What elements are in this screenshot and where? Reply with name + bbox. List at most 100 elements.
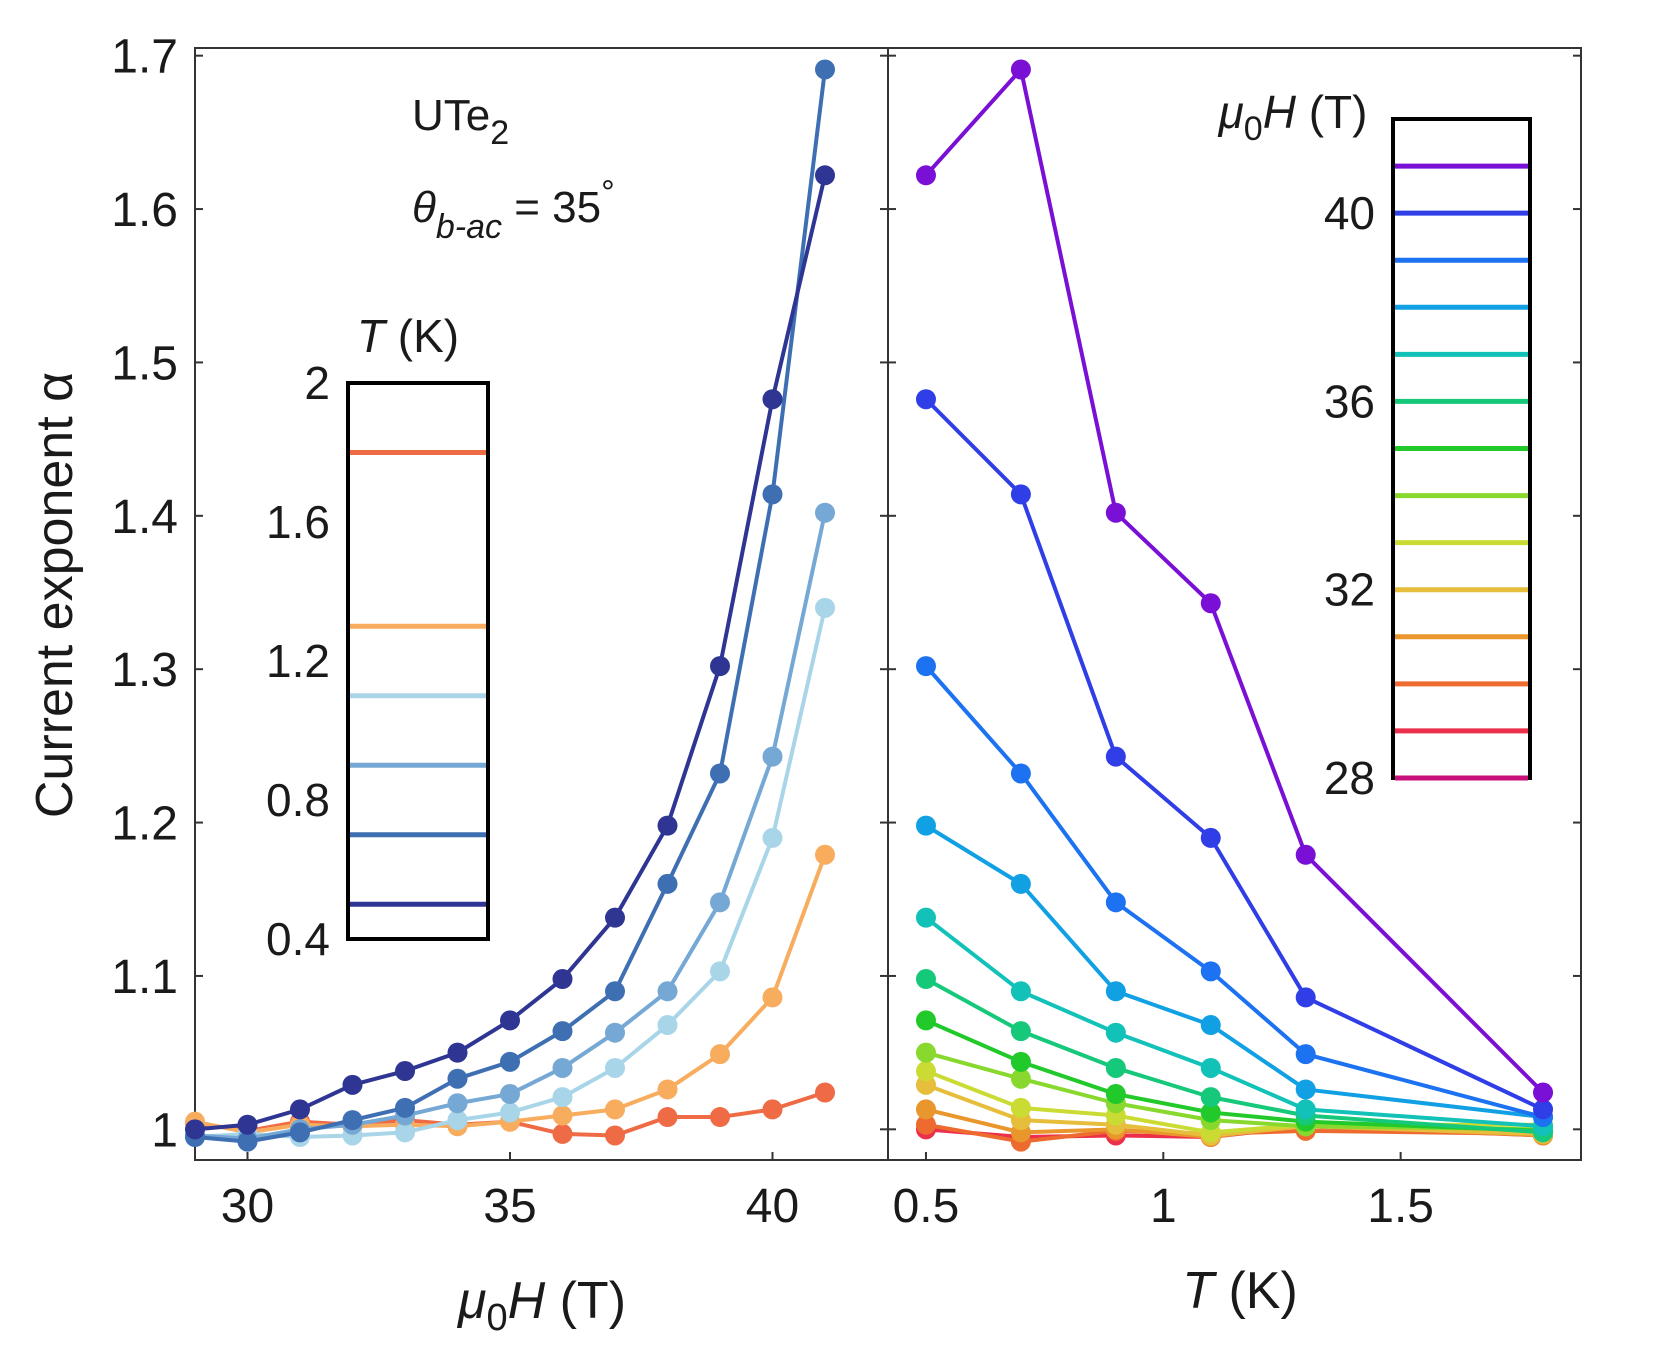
right-panel-frame — [887, 47, 1582, 1161]
x-tick-label: 1 — [1150, 1180, 1177, 1233]
left-x-axis-ticks: 30 35 40 — [221, 1152, 799, 1233]
data-point — [762, 987, 783, 1008]
left-colorbar: 0.4 0.8 1.2 1.6 2 — [266, 357, 490, 965]
data-point — [915, 1042, 936, 1063]
data-point — [1010, 59, 1031, 80]
data-point — [290, 1099, 310, 1120]
right-colorbar-title: μ0H (T) — [1218, 86, 1368, 148]
data-point — [500, 1102, 520, 1123]
data-point — [1010, 1051, 1031, 1072]
data-point — [815, 597, 835, 618]
colorbar-frame — [346, 381, 490, 941]
data-point — [395, 1097, 415, 1118]
left-plot-series — [185, 59, 835, 1152]
data-point — [815, 502, 835, 523]
x-tick-label: 40 — [746, 1180, 799, 1233]
series-line — [925, 977, 1544, 1135]
data-point — [290, 1122, 310, 1143]
data-point — [1295, 987, 1316, 1008]
data-point — [762, 1099, 783, 1120]
data-point — [1200, 593, 1221, 614]
series-line — [925, 1050, 1544, 1132]
data-point — [447, 1068, 468, 1089]
data-point — [762, 827, 783, 848]
data-point — [1010, 981, 1031, 1002]
data-point — [552, 1105, 573, 1126]
data-point — [915, 656, 936, 677]
x-tick-label: 1.5 — [1367, 1180, 1434, 1233]
colorbar-tick-label: 1.6 — [266, 496, 330, 548]
data-point — [1105, 892, 1126, 913]
data-point — [500, 1084, 520, 1105]
series-line — [924, 823, 1544, 1120]
data-point — [657, 815, 678, 836]
data-point — [1295, 844, 1316, 865]
data-point — [915, 165, 936, 186]
y-tick-label: 1.4 — [111, 491, 178, 544]
data-point — [1010, 484, 1031, 505]
data-point — [605, 1057, 625, 1078]
data-point — [815, 844, 835, 865]
data-point — [605, 1125, 625, 1146]
colorbar-tick-label: 32 — [1324, 564, 1375, 616]
right-x-axis-title: T (K) — [1182, 1262, 1298, 1320]
data-point — [447, 1093, 468, 1114]
data-point — [657, 873, 678, 894]
data-point — [1200, 1057, 1221, 1078]
data-point — [447, 1110, 468, 1131]
data-point — [1010, 873, 1031, 894]
data-point — [915, 907, 936, 928]
colorbar-tick-label: 1.2 — [266, 635, 330, 687]
data-point — [605, 907, 625, 928]
data-point — [1200, 827, 1221, 848]
data-point — [1200, 1015, 1221, 1036]
material-label: UTe2 — [412, 91, 509, 152]
data-point — [1105, 981, 1126, 1002]
data-point — [710, 892, 730, 913]
colorbar-tick-label: 0.4 — [266, 913, 330, 965]
y-tick-label: 1.7 — [111, 31, 178, 84]
y-tick-label: 1.2 — [111, 798, 178, 851]
series-line — [924, 664, 1544, 1119]
angle-label: θb-ac = 35° — [412, 174, 615, 246]
data-point — [605, 1099, 625, 1120]
colorbar-tick-label: 28 — [1324, 752, 1375, 804]
series — [915, 389, 1554, 1120]
right-plot-series — [915, 59, 1554, 1152]
data-point — [657, 1079, 678, 1100]
data-point — [1010, 1097, 1031, 1118]
data-point — [915, 1074, 936, 1095]
data-point — [552, 1087, 573, 1108]
data-point — [237, 1114, 258, 1135]
data-point — [1105, 1084, 1126, 1105]
data-point — [447, 1042, 468, 1063]
y-tick-label: 1.1 — [111, 951, 178, 1004]
x-tick-label: 0.5 — [893, 1180, 960, 1233]
data-point — [762, 746, 783, 767]
data-point — [1010, 1068, 1031, 1089]
data-point — [710, 656, 730, 677]
series — [185, 165, 835, 1140]
right-colorbar: 28 32 36 40 — [1324, 117, 1532, 804]
data-point — [552, 969, 573, 990]
data-point — [1105, 746, 1126, 767]
colorbar-tick-label: 2 — [304, 357, 330, 409]
colorbar-tick-label: 0.8 — [266, 774, 330, 826]
data-point — [657, 981, 678, 1002]
data-point — [710, 961, 730, 982]
data-point — [1295, 1044, 1316, 1065]
x-tick-label: 35 — [483, 1180, 536, 1233]
data-point — [1105, 502, 1126, 523]
data-point — [500, 1010, 520, 1031]
data-point — [815, 59, 835, 80]
data-point — [237, 1131, 258, 1152]
data-point — [657, 1107, 678, 1128]
data-point — [395, 1122, 415, 1143]
right-x-axis-ticks: 0.5 1 1.5 — [893, 1152, 1434, 1233]
series-line — [924, 67, 1545, 1094]
data-point — [915, 1010, 936, 1031]
data-point — [1105, 1022, 1126, 1043]
colorbar-tick-label: 36 — [1324, 375, 1375, 427]
data-point — [710, 1044, 730, 1065]
data-point — [342, 1110, 363, 1131]
